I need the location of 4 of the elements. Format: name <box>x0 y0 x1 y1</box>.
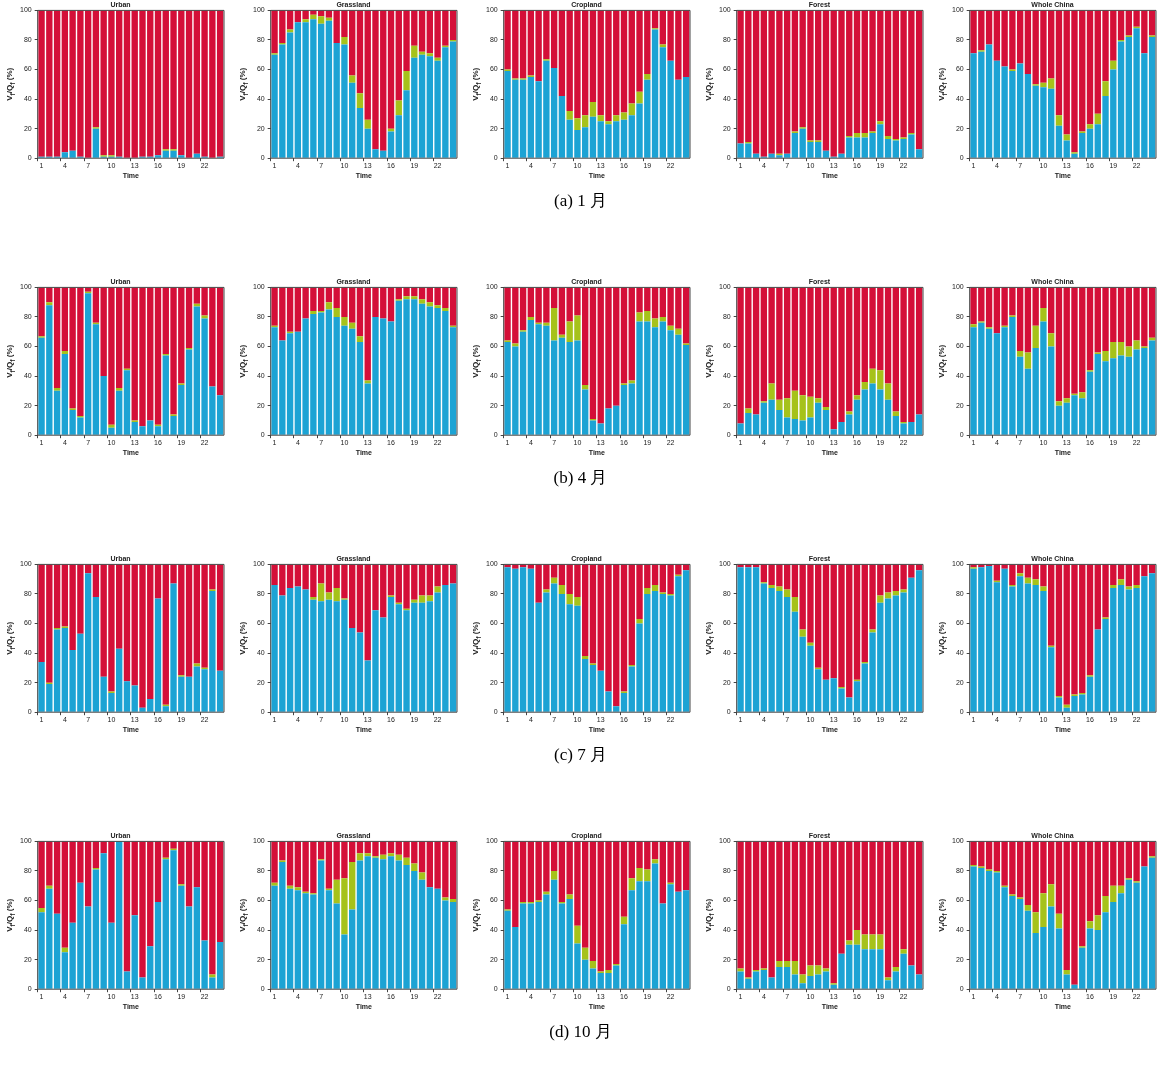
text: (d) 10 月 <box>549 1022 612 1041</box>
text: (a) 1 月 <box>554 191 607 210</box>
text: (b) 4 月 <box>553 468 608 487</box>
text: (c) 7 月 <box>554 745 607 764</box>
